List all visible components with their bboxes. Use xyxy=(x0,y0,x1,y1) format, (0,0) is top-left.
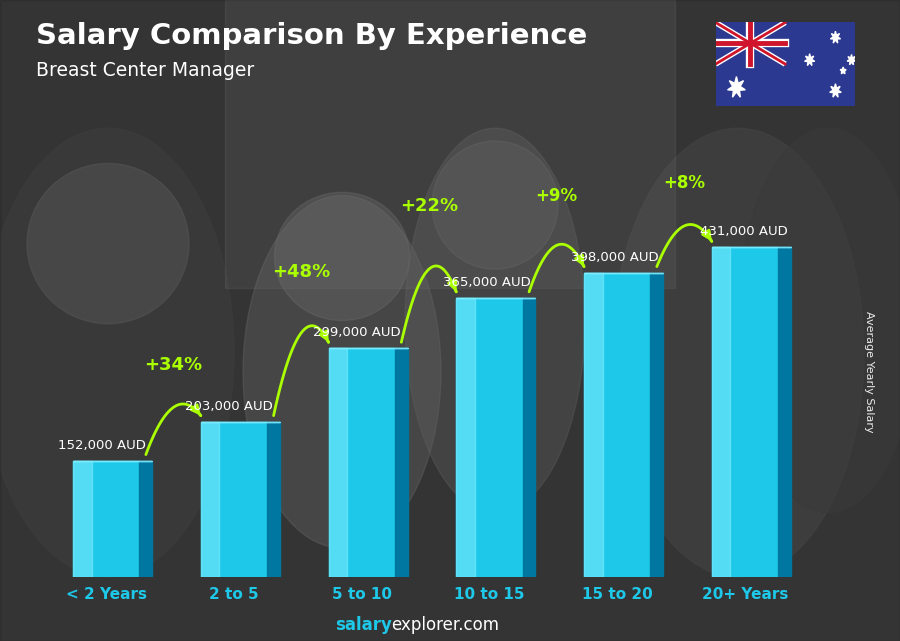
Text: +48%: +48% xyxy=(272,263,330,281)
Ellipse shape xyxy=(612,128,864,577)
Polygon shape xyxy=(140,461,152,577)
Bar xyxy=(712,247,731,577)
Polygon shape xyxy=(830,84,842,97)
Ellipse shape xyxy=(405,128,585,513)
Bar xyxy=(201,422,267,577)
Polygon shape xyxy=(727,77,745,97)
Polygon shape xyxy=(778,247,791,577)
Text: 365,000 AUD: 365,000 AUD xyxy=(444,276,531,288)
Text: Salary Comparison By Experience: Salary Comparison By Experience xyxy=(36,22,587,51)
Text: 299,000 AUD: 299,000 AUD xyxy=(313,326,400,339)
Polygon shape xyxy=(651,272,663,577)
Bar xyxy=(456,298,523,577)
Polygon shape xyxy=(395,349,408,577)
Ellipse shape xyxy=(432,141,558,269)
Ellipse shape xyxy=(27,163,189,324)
Text: +34%: +34% xyxy=(144,356,202,374)
Bar xyxy=(712,247,778,577)
Text: 152,000 AUD: 152,000 AUD xyxy=(58,438,146,451)
Bar xyxy=(73,461,92,577)
Polygon shape xyxy=(805,54,814,65)
Polygon shape xyxy=(831,31,841,43)
Text: salary: salary xyxy=(335,616,392,634)
Text: +8%: +8% xyxy=(663,174,706,192)
Polygon shape xyxy=(267,422,280,577)
Ellipse shape xyxy=(738,128,900,513)
Polygon shape xyxy=(841,67,846,74)
Polygon shape xyxy=(847,54,856,65)
Bar xyxy=(73,461,140,577)
Text: explorer.com: explorer.com xyxy=(392,616,500,634)
Bar xyxy=(584,272,603,577)
Text: +22%: +22% xyxy=(400,197,458,215)
Ellipse shape xyxy=(243,196,441,548)
Text: 398,000 AUD: 398,000 AUD xyxy=(572,251,659,263)
Text: Average Yearly Salary: Average Yearly Salary xyxy=(863,311,874,433)
Ellipse shape xyxy=(0,128,234,577)
Bar xyxy=(584,272,651,577)
Polygon shape xyxy=(523,298,536,577)
Bar xyxy=(328,349,347,577)
Bar xyxy=(328,349,395,577)
Text: Breast Center Manager: Breast Center Manager xyxy=(36,61,254,80)
Bar xyxy=(225,0,675,288)
Ellipse shape xyxy=(274,192,410,320)
Bar xyxy=(201,422,220,577)
Text: +9%: +9% xyxy=(536,187,578,206)
Bar xyxy=(456,298,475,577)
Text: 431,000 AUD: 431,000 AUD xyxy=(700,226,788,238)
Text: 203,000 AUD: 203,000 AUD xyxy=(185,399,274,413)
